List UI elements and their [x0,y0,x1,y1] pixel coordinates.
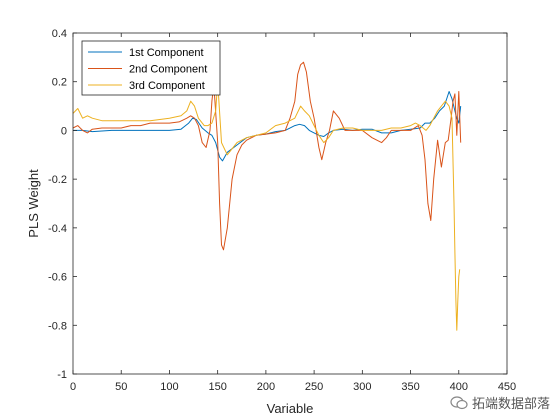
x-tick-label: 350 [401,381,419,393]
x-tick-label: 300 [353,381,371,393]
y-tick-label: -1 [57,369,67,381]
watermark-text: 拓端数据部落 [471,397,550,412]
watermark: 拓端数据部落 [450,393,550,412]
legend-label: 2nd Component [129,64,207,76]
y-axis-label: PLS Weight [26,169,41,238]
y-tick-label: -0.4 [48,223,67,235]
y-tick-label: 0 [61,125,67,137]
legend-label: 3rd Component [129,80,205,92]
chat-bubble-icon [450,395,468,409]
x-tick-label: 50 [115,381,127,393]
x-tick-label: 250 [305,381,323,393]
legend-label: 1st Component [129,47,204,59]
x-axis: 0 50 100 150 200 250 300 350 400 450 [70,33,516,393]
y-tick-label: -0.6 [48,272,67,284]
x-tick-label: 200 [257,381,275,393]
legend: 1st Component 2nd Component 3rd Component [81,40,221,96]
x-axis-label: Variable [267,401,314,416]
x-tick-label: 450 [498,381,516,393]
x-tick-label: 150 [208,381,226,393]
y-tick-label: -0.8 [48,320,67,332]
plot-frame [72,32,508,375]
y-tick-label: 0.2 [52,77,67,89]
series-line-2 [72,61,462,251]
y-axis: -1 -0.8 -0.6 -0.4 -0.2 0 0.2 0.4 [48,28,507,381]
y-tick-label: 0.4 [52,28,67,40]
series-layer [72,61,462,331]
x-tick-label: 100 [160,381,178,393]
y-tick-label: -0.2 [48,174,67,186]
x-tick-label: 400 [450,381,468,393]
series-line-3 [72,81,461,331]
x-tick-label: 0 [70,381,76,393]
